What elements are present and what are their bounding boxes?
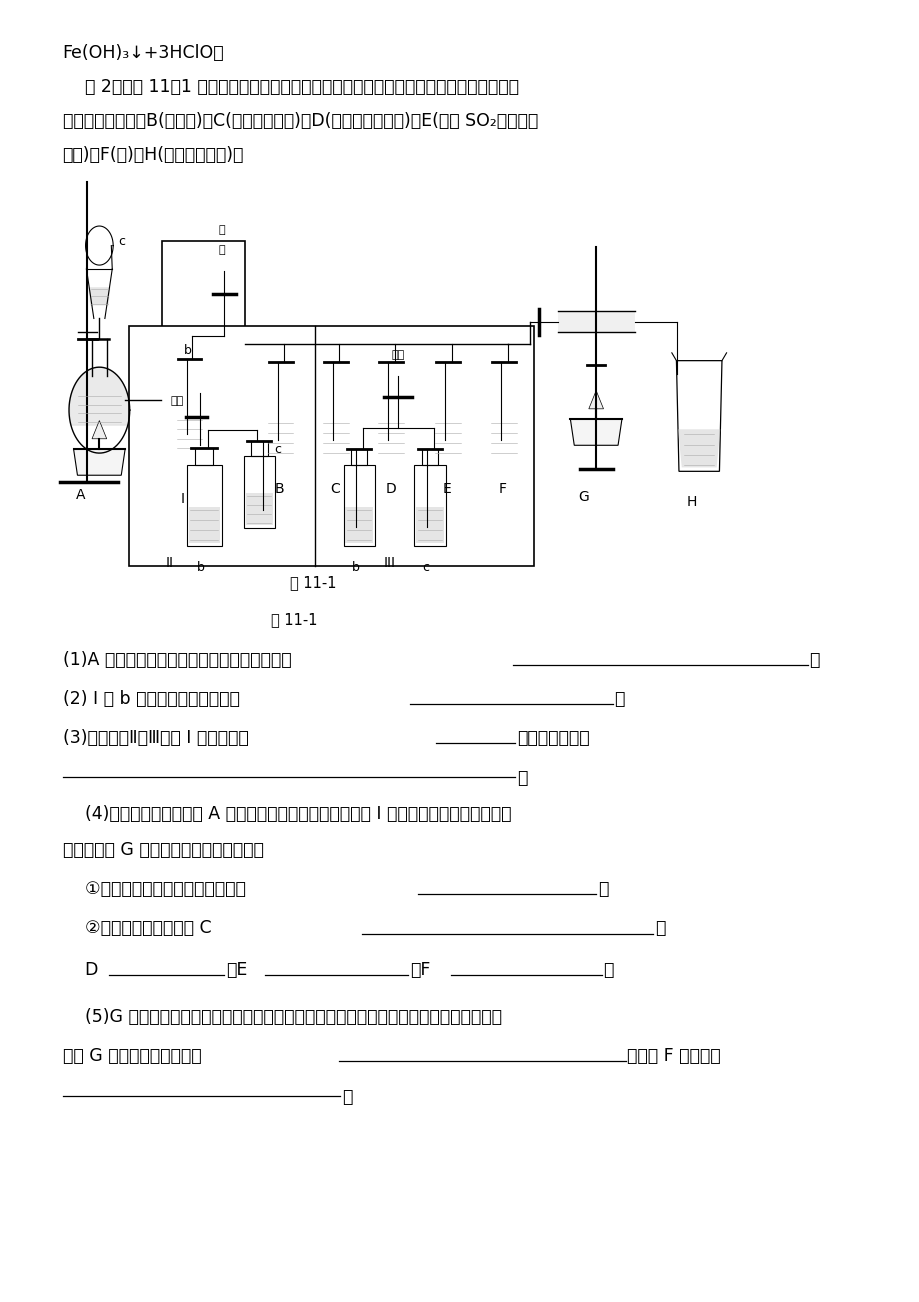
- Text: 写出 G 中反应的化学方程式: 写出 G 中反应的化学方程式: [62, 1047, 201, 1065]
- Polygon shape: [74, 449, 125, 475]
- Text: c: c: [422, 561, 429, 574]
- Text: (3)用图示的Ⅱ或Ⅲ代替 I 是否可行？: (3)用图示的Ⅱ或Ⅲ代替 I 是否可行？: [62, 729, 248, 747]
- Bar: [343, 465, 374, 546]
- Bar: [272, 362, 289, 378]
- Polygon shape: [92, 421, 107, 439]
- Polygon shape: [677, 430, 720, 467]
- Bar: [374, 378, 407, 458]
- Bar: [439, 362, 456, 378]
- Text: 活塞: 活塞: [170, 396, 183, 406]
- Text: D: D: [62, 961, 97, 979]
- Polygon shape: [88, 288, 110, 306]
- Text: (4)实验开始时，先点燃 A 处酒精灯，打开分液漏斗旋塞和 I 处活塞，让氯气充满整个装: (4)实验开始时，先点燃 A 处酒精灯，打开分液漏斗旋塞和 I 处活塞，让氯气充…: [62, 805, 511, 823]
- Bar: [266, 419, 295, 456]
- Text: I: I: [180, 492, 184, 506]
- Bar: [187, 465, 221, 546]
- Text: b: b: [197, 561, 205, 574]
- Text: ②下列装置中的现象是 C: ②下列装置中的现象是 C: [62, 919, 211, 937]
- Text: 置，再点燃 G 处酒精灯，回答下列问题：: 置，再点燃 G 处酒精灯，回答下列问题：: [62, 841, 263, 859]
- Text: 剂瓶装的试剂为：B(氢硫酸)、C(溴化亚铁溶液)、D(碘化钾淀粉溶液)、E(混有 SO₂的氯化钡: 剂瓶装的试剂为：B(氢硫酸)、C(溴化亚铁溶液)、D(碘化钾淀粉溶液)、E(混有…: [62, 112, 538, 130]
- Text: 。: 。: [614, 690, 624, 708]
- Text: c: c: [118, 236, 125, 249]
- Bar: [433, 419, 462, 456]
- Text: 活: 活: [218, 225, 224, 236]
- Text: II: II: [165, 556, 174, 570]
- Text: 。: 。: [516, 769, 527, 788]
- Bar: [487, 378, 520, 458]
- Bar: [176, 417, 203, 450]
- Text: b: b: [184, 344, 192, 357]
- Text: 。: 。: [342, 1088, 352, 1107]
- Text: 溶液)、F(水)、H(紫色石蕊试液)。: 溶液)、F(水)、H(紫色石蕊试液)。: [62, 146, 244, 164]
- Text: 。: 。: [603, 961, 613, 979]
- Text: 活塞: 活塞: [391, 350, 404, 361]
- Text: (5)G 装置的硬质玻璃管内盛有碳粉，发生氧化还原反应，其产物为二氧化碳和氯化氢，: (5)G 装置的硬质玻璃管内盛有碳粉，发生氧化还原反应，其产物为二氧化碳和氯化氢…: [62, 1008, 501, 1026]
- Text: G: G: [577, 490, 588, 504]
- Text: 图 11-1: 图 11-1: [271, 612, 318, 628]
- Text: Fe(OH)₃↓+3HClO。: Fe(OH)₃↓+3HClO。: [62, 44, 224, 62]
- Text: E: E: [442, 482, 451, 496]
- Text: 图 11-1: 图 11-1: [289, 575, 336, 591]
- Text: C: C: [330, 482, 340, 496]
- Bar: [431, 378, 464, 458]
- Text: B: B: [275, 482, 284, 496]
- Bar: [345, 506, 372, 543]
- Bar: [376, 419, 405, 456]
- Text: F: F: [498, 482, 506, 496]
- Text: 。: 。: [809, 651, 819, 669]
- Text: 塞: 塞: [218, 245, 224, 255]
- Polygon shape: [588, 391, 603, 409]
- Text: (1)A 是氯气发生装置，其离子反应方程式是：: (1)A 是氯气发生装置，其离子反应方程式是：: [62, 651, 291, 669]
- Bar: [321, 419, 350, 456]
- Bar: [162, 241, 244, 469]
- Text: 例 2、如图 11－1 所示，是一个制取氯气并以氯气为原料进行特定反应的装置，其中各试: 例 2、如图 11－1 所示，是一个制取氯气并以氯气为原料进行特定反应的装置，其…: [62, 78, 518, 96]
- Text: ①怎样证明氯气已充满整个装置？: ①怎样证明氯气已充满整个装置？: [62, 880, 245, 898]
- Text: H: H: [686, 495, 696, 509]
- Text: D: D: [385, 482, 396, 496]
- Polygon shape: [69, 367, 130, 426]
- Text: (2) I 中 b 瓶内加入的液体最好是: (2) I 中 b 瓶内加入的液体最好是: [62, 690, 239, 708]
- Bar: [264, 378, 297, 458]
- Text: A: A: [76, 488, 85, 503]
- Bar: [174, 378, 205, 453]
- Text: b: b: [351, 561, 359, 574]
- Text: ；: ；: [654, 919, 664, 937]
- Text: III: III: [383, 556, 395, 570]
- Text: ；E: ；E: [226, 961, 247, 979]
- Bar: [421, 449, 437, 465]
- Bar: [350, 449, 367, 465]
- Bar: [489, 419, 518, 456]
- Bar: [495, 362, 512, 378]
- Bar: [382, 362, 399, 378]
- Text: c: c: [274, 443, 281, 456]
- Bar: [327, 362, 344, 378]
- Bar: [414, 465, 445, 546]
- Text: 。: 。: [597, 880, 607, 898]
- Bar: [188, 506, 220, 543]
- Text: ，简要说明理由: ，简要说明理由: [516, 729, 589, 747]
- Bar: [195, 448, 213, 465]
- Text: ；F: ；F: [410, 961, 430, 979]
- Bar: [319, 378, 352, 458]
- Bar: [245, 493, 273, 525]
- Text: 。装置 F 的作用是: 。装置 F 的作用是: [627, 1047, 720, 1065]
- Bar: [129, 326, 533, 566]
- Bar: [557, 311, 634, 332]
- Bar: [244, 456, 275, 529]
- Bar: [251, 440, 267, 456]
- Polygon shape: [570, 419, 621, 445]
- Bar: [181, 359, 198, 378]
- Bar: [415, 506, 443, 543]
